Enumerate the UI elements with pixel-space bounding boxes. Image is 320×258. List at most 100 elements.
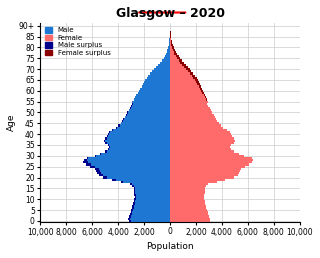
Bar	[182, 64, 186, 66]
Bar	[171, 38, 172, 40]
Bar	[170, 205, 206, 207]
Bar	[134, 192, 135, 194]
Bar	[128, 111, 170, 114]
Bar	[170, 96, 205, 98]
Bar	[122, 120, 123, 122]
Bar	[88, 161, 170, 163]
Bar	[121, 181, 124, 183]
Bar	[170, 209, 207, 211]
Bar	[162, 59, 170, 61]
Bar	[135, 96, 170, 98]
Bar	[134, 98, 170, 101]
Bar	[96, 155, 170, 157]
Bar	[197, 83, 200, 85]
Bar	[170, 187, 205, 189]
Bar	[136, 198, 170, 200]
Bar	[128, 217, 130, 220]
Bar	[170, 170, 240, 172]
Bar	[121, 122, 122, 124]
Bar	[124, 118, 170, 120]
Bar	[170, 77, 193, 79]
Bar	[98, 172, 101, 174]
Bar	[107, 135, 108, 138]
Bar	[109, 144, 170, 146]
Bar	[133, 103, 170, 105]
Bar	[132, 213, 170, 215]
Bar	[139, 90, 170, 92]
Bar	[168, 46, 170, 49]
Bar	[122, 122, 170, 124]
Bar	[201, 90, 203, 92]
Bar	[173, 49, 175, 51]
Bar	[129, 109, 170, 111]
Bar	[170, 42, 171, 44]
Bar	[170, 116, 215, 118]
Bar	[170, 92, 203, 94]
Bar	[170, 157, 252, 159]
Bar	[169, 42, 170, 44]
Bar	[206, 98, 207, 101]
Bar	[134, 207, 170, 209]
Bar	[170, 124, 221, 127]
Bar	[170, 120, 217, 122]
Bar	[170, 211, 208, 213]
Bar	[131, 105, 132, 107]
Bar	[170, 90, 201, 92]
Bar	[170, 98, 206, 101]
Title: Glasgow – 2020: Glasgow – 2020	[116, 7, 225, 20]
Bar	[132, 205, 134, 207]
Bar	[91, 163, 170, 166]
Bar	[205, 96, 206, 98]
Bar	[135, 187, 170, 189]
Bar	[131, 107, 170, 109]
Bar	[171, 40, 172, 42]
Bar	[118, 124, 119, 127]
Bar	[170, 185, 206, 187]
Bar	[190, 72, 193, 75]
Bar	[131, 211, 132, 213]
Bar	[130, 107, 131, 109]
Bar	[99, 168, 170, 170]
Bar	[170, 133, 231, 135]
Bar	[169, 44, 170, 46]
Bar	[110, 146, 170, 148]
Bar	[88, 157, 170, 159]
Bar	[96, 170, 100, 172]
Bar	[170, 155, 244, 157]
Bar	[170, 87, 200, 90]
Bar	[129, 220, 131, 222]
Bar	[140, 87, 170, 90]
Bar	[141, 85, 170, 87]
Bar	[192, 75, 195, 77]
Bar	[170, 129, 227, 131]
Bar	[174, 53, 177, 55]
Bar	[131, 209, 133, 211]
Bar	[170, 33, 171, 36]
Bar	[170, 159, 253, 161]
Bar	[108, 135, 170, 138]
Bar	[170, 198, 204, 200]
Bar	[101, 152, 170, 155]
Bar	[83, 161, 88, 163]
Bar	[170, 194, 204, 196]
Bar	[170, 40, 171, 42]
Bar	[112, 129, 113, 131]
Bar	[134, 189, 135, 192]
Bar	[175, 55, 179, 57]
Bar	[170, 59, 179, 61]
Bar	[170, 111, 212, 114]
Bar	[170, 53, 174, 55]
Bar	[144, 81, 170, 83]
Bar	[135, 196, 136, 198]
Bar	[107, 150, 170, 152]
Bar	[148, 75, 170, 77]
Bar	[186, 68, 189, 70]
Bar	[130, 213, 132, 215]
Bar	[171, 42, 172, 44]
Bar	[108, 133, 109, 135]
Bar	[108, 148, 109, 150]
Bar	[133, 209, 170, 211]
Bar	[199, 85, 201, 87]
Bar	[170, 138, 234, 140]
Bar	[179, 59, 182, 61]
